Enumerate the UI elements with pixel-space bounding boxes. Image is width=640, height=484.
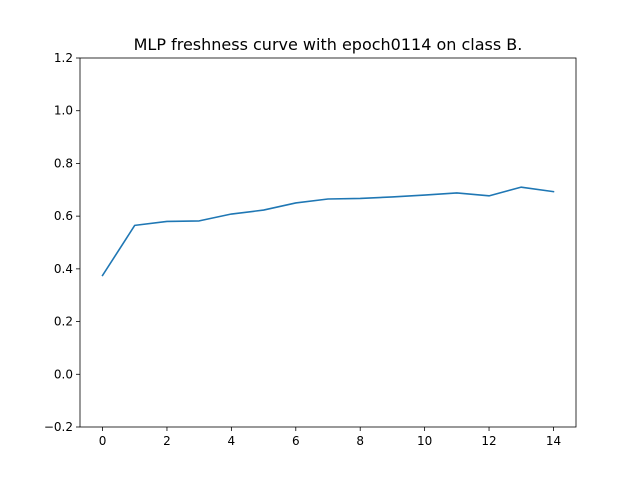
y-tick-label: −0.2	[44, 420, 73, 434]
x-tick-label: 8	[356, 434, 364, 448]
x-tick-label: 0	[99, 434, 107, 448]
y-tick-label: 1.0	[54, 104, 73, 118]
x-tick-label: 14	[546, 434, 561, 448]
x-tick-label: 2	[163, 434, 171, 448]
plot-frame-rect	[79, 57, 577, 428]
y-tick-label: 0.4	[54, 262, 73, 276]
plot-frame	[79, 57, 577, 428]
x-tick-label: 12	[481, 434, 496, 448]
y-tick-label: 0.0	[54, 367, 73, 381]
y-tick-label: 0.6	[54, 209, 73, 223]
series-line-0	[101, 186, 555, 277]
plot-area	[101, 186, 555, 277]
y-tick-label: 1.2	[54, 51, 73, 65]
y-tick-label: 0.2	[54, 315, 73, 329]
y-axis: −0.2 0.0 0.2 0.4 0.6 0.8 1.0 1.2	[44, 51, 80, 434]
x-tick-label: 10	[417, 434, 432, 448]
chart-title: MLP freshness curve with epoch0114 on cl…	[134, 35, 523, 54]
x-tick-label: 4	[228, 434, 236, 448]
y-tick-label: 0.8	[54, 156, 73, 170]
x-tick-label: 6	[292, 434, 300, 448]
x-axis: 0 2 4 6 8 10 12 14	[99, 427, 561, 448]
